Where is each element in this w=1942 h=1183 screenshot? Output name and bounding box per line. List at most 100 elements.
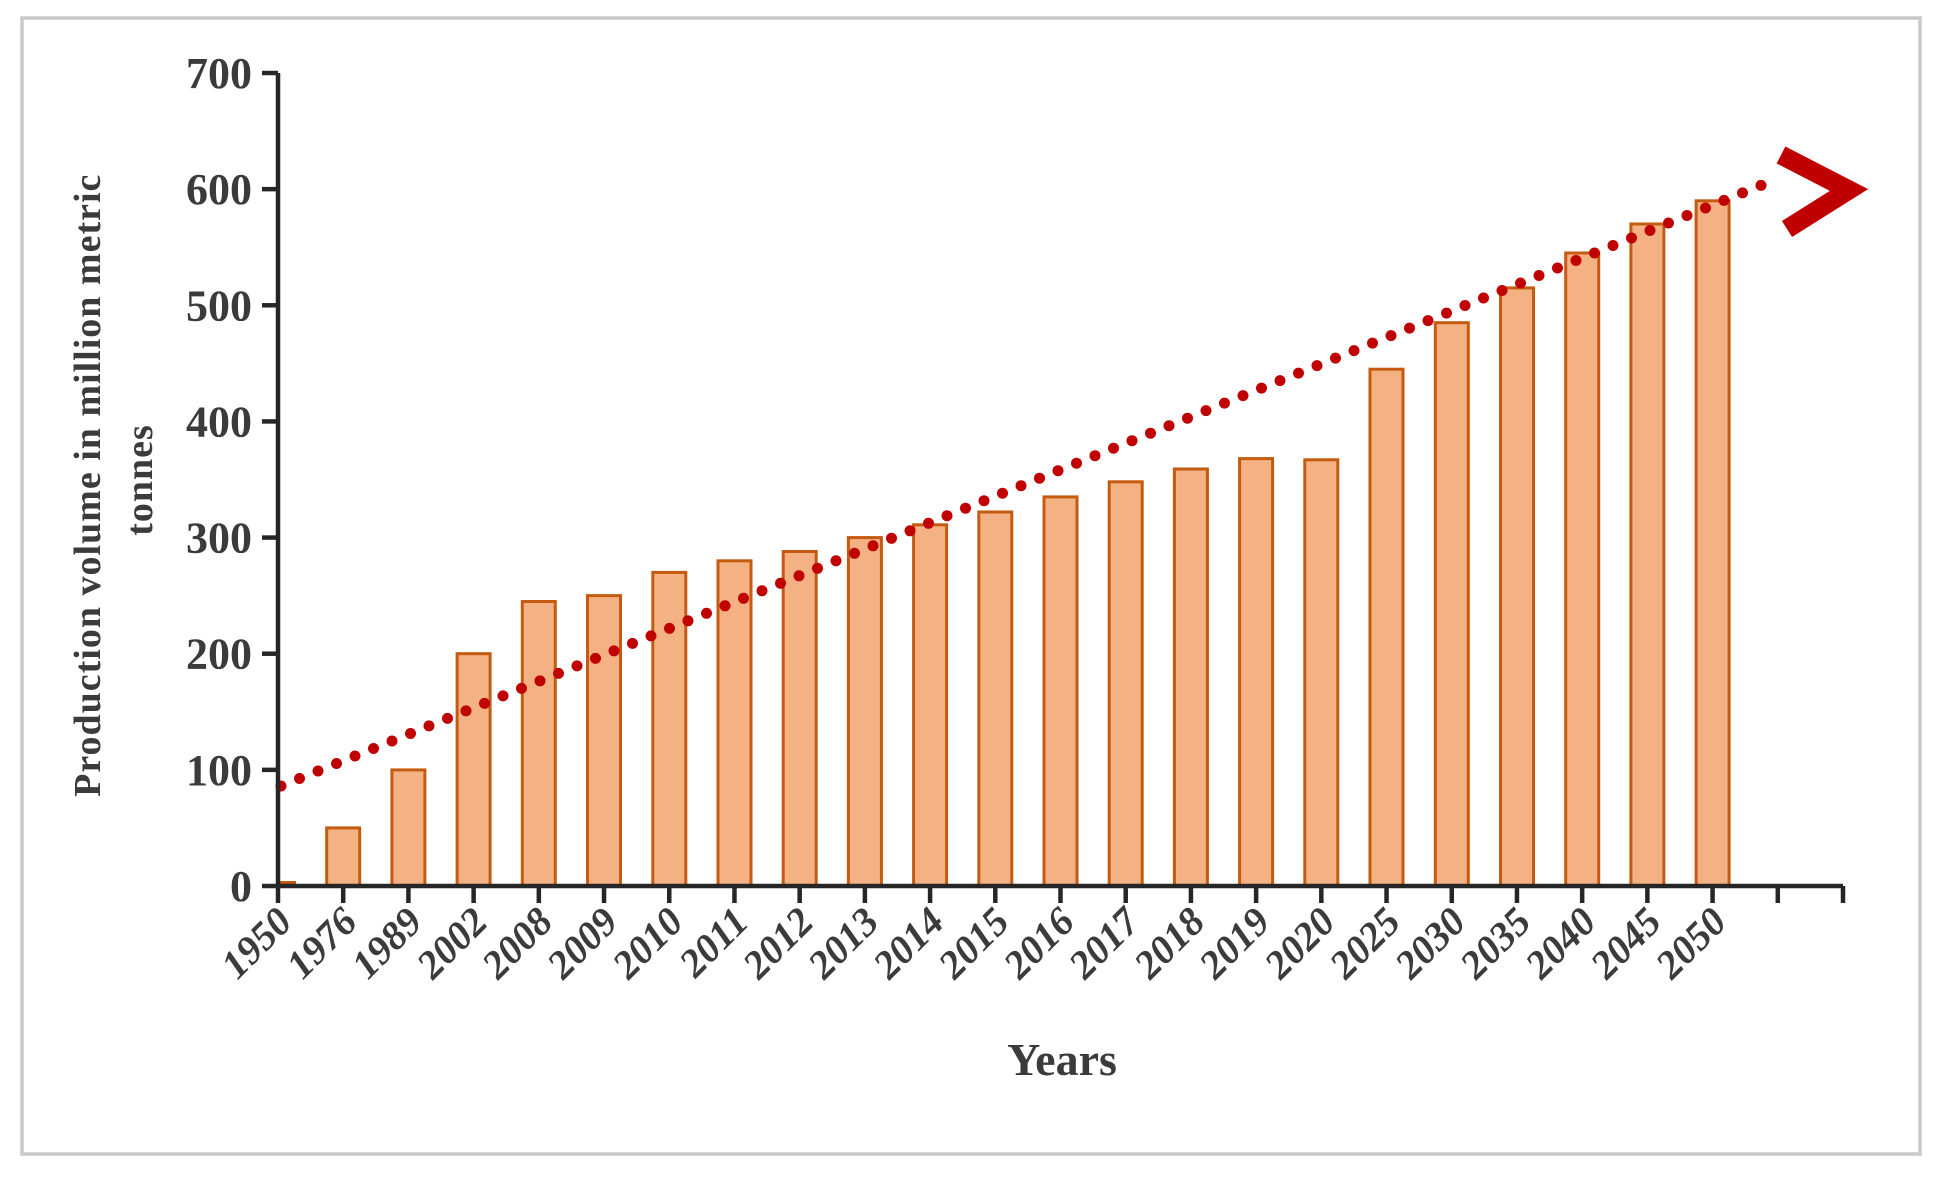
trend-dot bbox=[793, 570, 805, 582]
trend-dot bbox=[1108, 442, 1119, 454]
bar-2002 bbox=[455, 652, 492, 888]
trend-dot bbox=[1459, 300, 1471, 311]
y-tick-label: 300 bbox=[186, 514, 252, 563]
trend-dot bbox=[701, 607, 712, 619]
trend-dot bbox=[941, 510, 953, 522]
trend-dot bbox=[664, 622, 675, 634]
x-axis-title: Years bbox=[1007, 1034, 1117, 1085]
bar-2030 bbox=[1433, 321, 1470, 888]
trend-dot bbox=[1274, 375, 1286, 387]
trend-dot bbox=[386, 735, 398, 747]
bar-2018 bbox=[1172, 467, 1209, 888]
trend-dot bbox=[1626, 232, 1637, 244]
axes-group bbox=[262, 70, 1846, 903]
trend-dot bbox=[1311, 360, 1323, 372]
bar-2035 bbox=[1499, 286, 1535, 888]
bar-2040 bbox=[1564, 251, 1601, 888]
trend-dot bbox=[978, 495, 990, 507]
trend-dot bbox=[405, 728, 416, 739]
trend-dot bbox=[553, 667, 564, 679]
bar-2012 bbox=[781, 550, 818, 888]
bar-2020 bbox=[1303, 458, 1340, 888]
trend-dot bbox=[331, 758, 342, 769]
bar-1989 bbox=[390, 768, 427, 888]
trend-dot bbox=[1700, 202, 1711, 214]
trend-arrowhead-icon bbox=[1776, 146, 1869, 238]
trend-dot bbox=[997, 487, 1008, 499]
trend-dot bbox=[904, 525, 916, 537]
trend-dot bbox=[1348, 345, 1360, 357]
trend-dotted-line bbox=[275, 146, 1869, 792]
trend-dot bbox=[442, 712, 453, 724]
trend-dot bbox=[682, 615, 694, 627]
y-tick-label: 100 bbox=[186, 746, 252, 795]
trend-dot bbox=[849, 547, 860, 559]
trend-dot bbox=[1589, 247, 1600, 259]
trend-dot bbox=[368, 743, 379, 754]
bar-2025 bbox=[1368, 367, 1405, 888]
trend-dot bbox=[1089, 450, 1101, 462]
trend-dot bbox=[830, 555, 842, 567]
bar-2016 bbox=[1042, 495, 1079, 888]
bar-2009 bbox=[586, 594, 622, 888]
bar-2019 bbox=[1238, 457, 1275, 888]
bar-2045 bbox=[1629, 222, 1666, 888]
trend-dot bbox=[886, 532, 897, 544]
trend-dot bbox=[1200, 405, 1212, 417]
y-tick-labels: 0 100 200 300 400 500 600 700 bbox=[186, 49, 252, 911]
trend-dot bbox=[1219, 397, 1230, 409]
bar-2050 bbox=[1694, 199, 1731, 888]
trend-dot bbox=[923, 517, 934, 529]
trend-dot bbox=[1718, 194, 1730, 206]
trend-dot bbox=[312, 765, 324, 777]
trend-dot bbox=[1663, 217, 1674, 229]
trend-dot bbox=[534, 675, 546, 687]
trend-dot bbox=[590, 652, 601, 664]
trend-dot bbox=[867, 540, 879, 552]
y-axis-title: Production volume in million metric tonn… bbox=[67, 163, 161, 797]
y-tick-label: 500 bbox=[186, 281, 252, 330]
trend-dot bbox=[571, 660, 583, 672]
y-tick-label: 600 bbox=[186, 165, 252, 214]
bar-2010 bbox=[651, 570, 688, 888]
trend-dot bbox=[1755, 179, 1767, 191]
trend-dot bbox=[1015, 480, 1027, 492]
trend-dot bbox=[1737, 187, 1748, 199]
trend-dot bbox=[1515, 277, 1526, 289]
trend-dot bbox=[812, 562, 823, 574]
bar-2013 bbox=[846, 536, 883, 888]
trend-dot bbox=[1034, 472, 1045, 484]
bar-1976 bbox=[325, 826, 362, 888]
trend-dot bbox=[479, 697, 490, 709]
bar-2015 bbox=[977, 510, 1014, 888]
trend-dot bbox=[1681, 210, 1693, 221]
trend-dot bbox=[349, 750, 361, 762]
trend-dot bbox=[1441, 307, 1452, 319]
trend-dot bbox=[1570, 255, 1582, 266]
bar-2008 bbox=[520, 600, 557, 888]
trend-dot bbox=[1293, 367, 1304, 379]
figure-frame bbox=[20, 16, 1922, 1156]
trend-dot bbox=[460, 705, 472, 717]
trend-dot bbox=[1385, 330, 1397, 342]
y-tick-label: 400 bbox=[186, 397, 252, 446]
trend-dot bbox=[1237, 390, 1249, 402]
trend-dot bbox=[1644, 225, 1656, 236]
trend-dot bbox=[1182, 412, 1193, 424]
trend-dot bbox=[1607, 240, 1619, 251]
trend-dot bbox=[1256, 382, 1267, 394]
trend-dot bbox=[1330, 352, 1341, 364]
y-tick-label: 0 bbox=[230, 862, 252, 911]
y-tick-label: 200 bbox=[186, 630, 252, 679]
bar-2017 bbox=[1107, 480, 1144, 888]
trend-dot bbox=[1126, 435, 1138, 447]
trend-dot bbox=[627, 637, 638, 649]
trend-dot bbox=[1552, 262, 1563, 274]
trend-dot bbox=[608, 645, 620, 657]
trend-dot bbox=[1367, 337, 1378, 349]
trend-dot bbox=[423, 720, 435, 732]
bar-2011 bbox=[716, 559, 753, 888]
trend-dot bbox=[719, 600, 731, 612]
